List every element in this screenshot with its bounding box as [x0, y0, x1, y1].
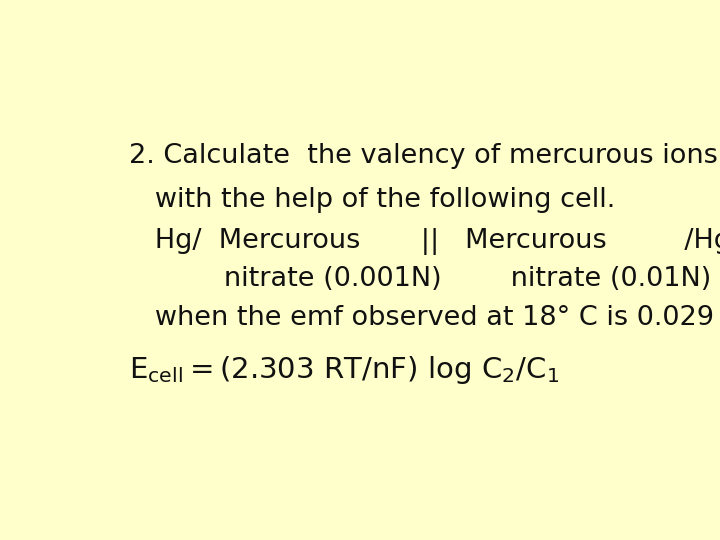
Text: when the emf observed at 18° C is 0.029 V: when the emf observed at 18° C is 0.029 … — [129, 306, 720, 332]
Text: $\mathrm{E_{cell}=(2.303\ RT/nF)\ log\ C_2/C_1}$: $\mathrm{E_{cell}=(2.303\ RT/nF)\ log\ C… — [129, 354, 559, 387]
Text: 2. Calculate  the valency of mercurous ions: 2. Calculate the valency of mercurous io… — [129, 143, 718, 169]
Text: Hg/  Mercurous       ||   Mercurous         /Hg: Hg/ Mercurous || Mercurous /Hg — [129, 228, 720, 255]
Text: nitrate (0.001N)        nitrate (0.01N): nitrate (0.001N) nitrate (0.01N) — [129, 266, 711, 292]
Text: with the help of the following cell.: with the help of the following cell. — [129, 187, 616, 213]
